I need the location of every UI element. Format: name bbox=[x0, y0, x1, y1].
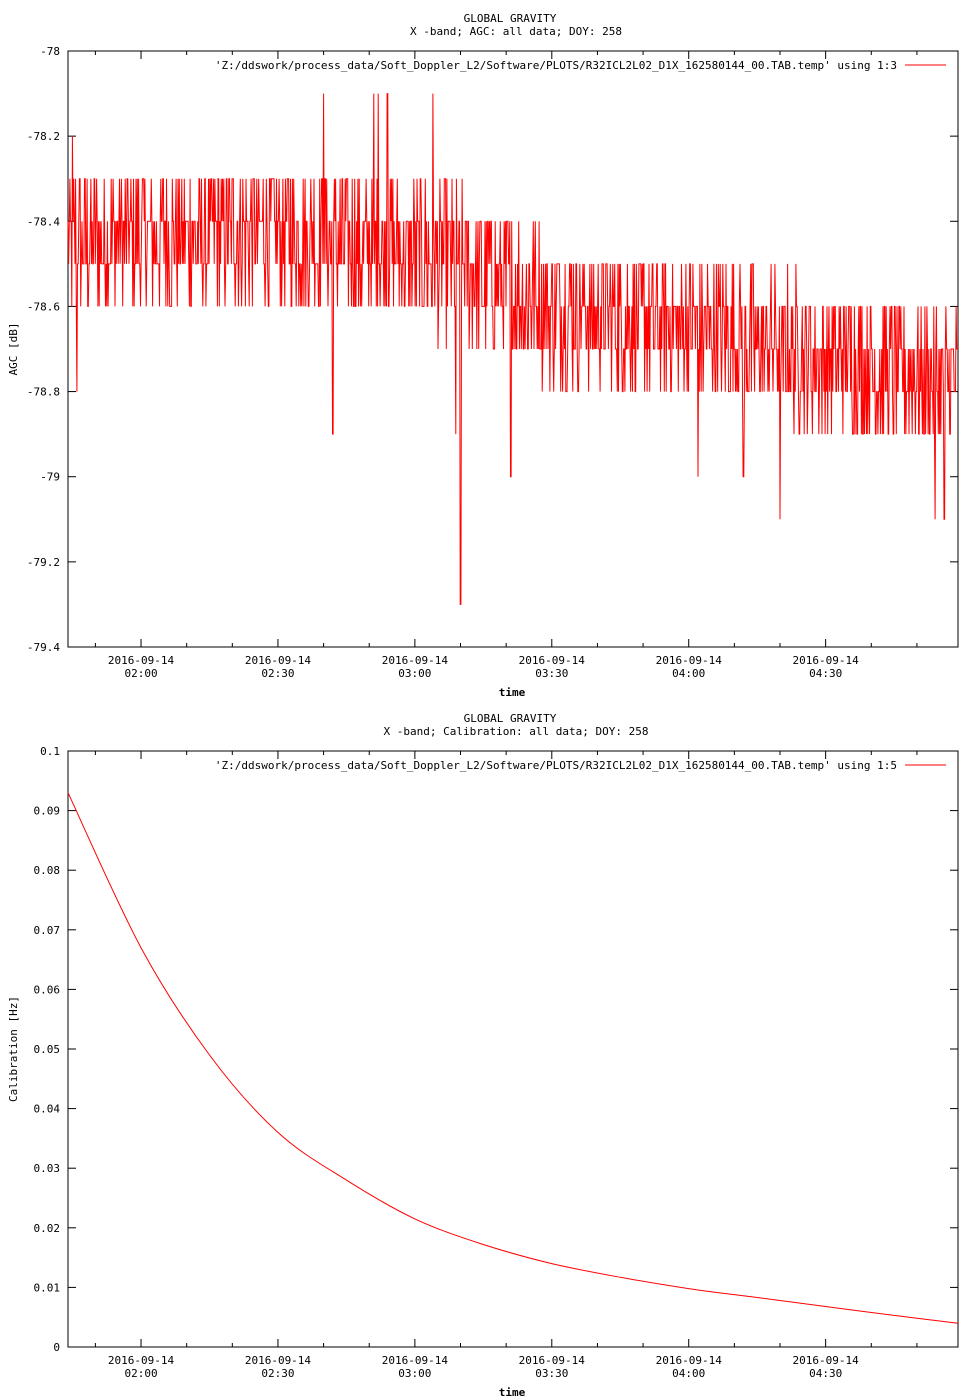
x-tick-date: 2016-09-14 bbox=[793, 654, 860, 667]
x-tick-date: 2016-09-14 bbox=[108, 654, 175, 667]
x-tick-time: 03:30 bbox=[535, 1367, 568, 1380]
plot-frame bbox=[67, 750, 959, 1348]
x-tick-date: 2016-09-14 bbox=[656, 1354, 723, 1367]
y-axis-label: AGC [dB] bbox=[7, 323, 20, 376]
y-tick-label: -78.4 bbox=[27, 215, 60, 228]
y-tick-label: 0.01 bbox=[34, 1281, 61, 1294]
x-tick-time: 02:00 bbox=[124, 1367, 157, 1380]
y-tick-label: -78 bbox=[40, 45, 60, 58]
chart-subtitle: X -band; AGC: all data; DOY: 258 bbox=[410, 25, 622, 38]
y-tick-label: 0.07 bbox=[34, 924, 61, 937]
y-tick-label: -78.2 bbox=[27, 130, 60, 143]
y-tick-label: -79.4 bbox=[27, 641, 60, 654]
x-tick-date: 2016-09-14 bbox=[519, 654, 586, 667]
x-tick-date: 2016-09-14 bbox=[108, 1354, 175, 1367]
x-tick-date: 2016-09-14 bbox=[382, 1354, 449, 1367]
x-tick-time: 03:00 bbox=[398, 667, 431, 680]
y-tick-label: 0 bbox=[53, 1341, 60, 1354]
x-tick-date: 2016-09-14 bbox=[519, 1354, 586, 1367]
y-tick-label: -79.2 bbox=[27, 556, 60, 569]
y-tick-label: 0.05 bbox=[34, 1043, 61, 1056]
y-tick-label: 0.02 bbox=[34, 1222, 61, 1235]
chart-title: GLOBAL GRAVITY bbox=[464, 12, 557, 25]
chart-subtitle: X -band; Calibration: all data; DOY: 258 bbox=[384, 725, 649, 738]
x-tick-date: 2016-09-14 bbox=[245, 654, 312, 667]
x-axis-label: time bbox=[499, 686, 526, 699]
x-axis-label: time bbox=[499, 1386, 526, 1399]
x-tick-time: 02:30 bbox=[261, 1367, 294, 1380]
x-tick-date: 2016-09-14 bbox=[382, 654, 449, 667]
series-line bbox=[67, 792, 959, 1324]
x-tick-time: 03:30 bbox=[535, 667, 568, 680]
y-tick-label: 0.03 bbox=[34, 1162, 61, 1175]
chart-title: GLOBAL GRAVITY bbox=[464, 712, 557, 725]
legend-label: 'Z:/ddswork/process_data/Soft_Doppler_L2… bbox=[215, 759, 897, 772]
x-tick-time: 04:00 bbox=[672, 1367, 705, 1380]
x-tick-time: 02:00 bbox=[124, 667, 157, 680]
x-tick-time: 02:30 bbox=[261, 667, 294, 680]
x-tick-date: 2016-09-14 bbox=[656, 654, 723, 667]
x-tick-date: 2016-09-14 bbox=[793, 1354, 860, 1367]
y-tick-label: 0.06 bbox=[34, 983, 61, 996]
y-tick-label: 0.1 bbox=[40, 745, 60, 758]
x-tick-date: 2016-09-14 bbox=[245, 1354, 312, 1367]
x-tick-time: 04:30 bbox=[809, 667, 842, 680]
y-tick-label: 0.09 bbox=[34, 805, 61, 818]
y-tick-label: -78.8 bbox=[27, 386, 60, 399]
y-tick-label: -79 bbox=[40, 471, 60, 484]
x-tick-time: 03:00 bbox=[398, 1367, 431, 1380]
x-tick-time: 04:00 bbox=[672, 667, 705, 680]
y-tick-label: -78.6 bbox=[27, 300, 60, 313]
legend-label: 'Z:/ddswork/process_data/Soft_Doppler_L2… bbox=[215, 59, 897, 72]
y-axis-label: Calibration [Hz] bbox=[7, 996, 20, 1102]
series-line bbox=[67, 93, 958, 605]
x-tick-time: 04:30 bbox=[809, 1367, 842, 1380]
y-tick-label: 0.08 bbox=[34, 864, 61, 877]
y-tick-label: 0.04 bbox=[34, 1103, 61, 1116]
